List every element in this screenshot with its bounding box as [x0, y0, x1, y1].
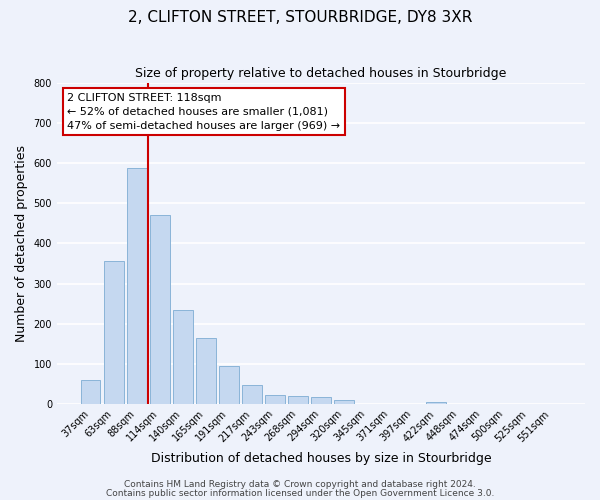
X-axis label: Distribution of detached houses by size in Stourbridge: Distribution of detached houses by size …	[151, 452, 491, 465]
Bar	[426, 402, 446, 404]
Bar	[127, 168, 146, 404]
Bar	[219, 366, 239, 404]
Bar	[173, 310, 193, 404]
Text: 2, CLIFTON STREET, STOURBRIDGE, DY8 3XR: 2, CLIFTON STREET, STOURBRIDGE, DY8 3XR	[128, 10, 472, 25]
Bar	[196, 338, 215, 404]
Bar	[242, 384, 262, 404]
Bar	[334, 400, 354, 404]
Bar	[104, 260, 124, 404]
Title: Size of property relative to detached houses in Stourbridge: Size of property relative to detached ho…	[135, 68, 506, 80]
Y-axis label: Number of detached properties: Number of detached properties	[15, 145, 28, 342]
Bar	[311, 398, 331, 404]
Text: Contains public sector information licensed under the Open Government Licence 3.: Contains public sector information licen…	[106, 488, 494, 498]
Text: 2 CLIFTON STREET: 118sqm
← 52% of detached houses are smaller (1,081)
47% of sem: 2 CLIFTON STREET: 118sqm ← 52% of detach…	[67, 92, 341, 130]
Bar	[265, 395, 284, 404]
Bar	[81, 380, 100, 404]
Bar	[150, 216, 170, 404]
Text: Contains HM Land Registry data © Crown copyright and database right 2024.: Contains HM Land Registry data © Crown c…	[124, 480, 476, 489]
Bar	[288, 396, 308, 404]
